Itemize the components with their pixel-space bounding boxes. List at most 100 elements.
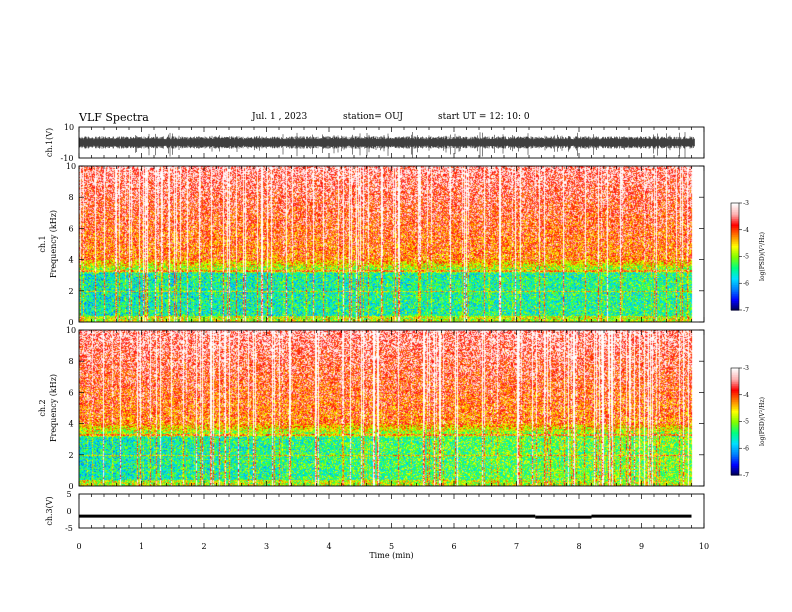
colorbar-swatch: [731, 451, 739, 455]
colorbar-swatch: [731, 206, 739, 209]
colorbar-swatch: [731, 435, 739, 439]
colorbar-swatch: [731, 242, 739, 245]
ch3-voltage-axis-label: ch.3(V): [45, 496, 54, 525]
colorbar-swatch: [731, 446, 739, 449]
colorbar-swatch: [731, 417, 739, 421]
colorbar-swatch: [731, 385, 739, 389]
colorbar-swatch: [731, 421, 739, 424]
colorbar-swatch: [731, 426, 739, 430]
time-axis-label: Time (min): [369, 551, 413, 560]
frequency-tick-label: 2: [68, 287, 73, 296]
figure-title: VLF Spectra: [79, 111, 149, 124]
ch1-spectrogram-panel: 0 2 4 6 8 10 ch.1 Frequency (kHz): [38, 162, 705, 327]
colorbar-swatch: [731, 283, 739, 286]
colorbar-swatch: [731, 373, 739, 376]
colorbar-swatch: [731, 403, 739, 407]
colorbar-swatch: [731, 279, 739, 283]
colorbar-swatch: [731, 394, 739, 398]
time-tick-label: 0: [76, 542, 81, 551]
colorbar-swatch: [731, 455, 739, 458]
colorbar-swatch: [731, 263, 739, 267]
colorbar-swatch: [731, 425, 739, 428]
ch2-spectrogram-panel: 0 2 4 6 8 10 ch.2 Frequency (kHz): [38, 326, 705, 491]
colorbar-swatch: [731, 244, 739, 247]
spectrogram-canvas: [79, 166, 704, 322]
colorbar-swatch: [731, 254, 739, 258]
colorbar-axis-label: log(PSD)(V²/Hz): [759, 397, 766, 446]
colorbar-swatch: [731, 204, 739, 208]
colorbar-swatch: [731, 392, 739, 396]
ch1-voltage-axis-label: ch.1(V): [45, 128, 54, 157]
colorbar-swatch: [731, 412, 739, 415]
colorbar-tick-label: -6: [743, 445, 749, 452]
frequency-tick-label: 10: [66, 162, 76, 171]
colorbar-swatch: [731, 288, 739, 291]
colorbar-swatch: [731, 441, 739, 444]
colorbar-swatch: [731, 304, 739, 308]
colorbar-swatch: [731, 251, 739, 254]
colorbar-swatch: [731, 306, 739, 309]
colorbar-swatch: [731, 382, 739, 385]
time-tick-label: 1: [139, 542, 144, 551]
colorbar-swatch: [731, 293, 739, 297]
colorbar-swatch: [731, 391, 739, 394]
colorbar-swatch: [731, 301, 739, 304]
colorbar-swatch: [731, 219, 739, 222]
colorbar-swatch: [731, 448, 739, 451]
time-tick-label: 3: [264, 542, 269, 551]
colorbar-swatch: [731, 268, 739, 272]
colorbar-swatch: [731, 285, 739, 288]
colorbar-swatch: [731, 473, 739, 476]
colorbar-swatch: [731, 437, 739, 440]
colorbar-tick-label: -6: [743, 280, 749, 287]
colorbar-swatch: [731, 295, 739, 299]
ch1-colorbar: -3 -4 -5 -6 -7 log(PSD)(V²/Hz): [730, 200, 766, 314]
colorbar-swatch: [731, 389, 739, 392]
colorbar-swatch: [731, 290, 739, 293]
colorbar-swatch: [731, 302, 739, 306]
colorbar-swatch: [731, 457, 739, 460]
colorbar-swatch: [731, 433, 739, 437]
ch1-waveform-panel: 10 -10 ch.1(V): [45, 123, 705, 163]
colorbar-swatch: [731, 281, 739, 284]
time-tick-label: 10: [699, 542, 709, 551]
colorbar-swatch: [731, 256, 739, 259]
frequency-tick-label: 6: [68, 224, 73, 233]
colorbar-swatch: [731, 450, 739, 453]
colorbar-swatch: [731, 245, 739, 249]
colorbar-axis-label: log(PSD)(V²/Hz): [759, 232, 766, 281]
colorbar-swatch: [731, 240, 739, 243]
frequency-axis-label: Frequency (kHz): [49, 210, 58, 278]
colorbar-swatch: [731, 292, 739, 295]
time-tick-label: 8: [576, 542, 581, 551]
colorbar-swatch: [731, 380, 739, 383]
frequency-tick-label: 10: [66, 326, 76, 335]
ch1-ytick-label: -10: [61, 154, 74, 163]
colorbar-tick-label: -4: [743, 392, 749, 399]
time-tick-label: 6: [451, 542, 456, 551]
colorbar-swatch: [731, 272, 739, 275]
colorbar-swatch: [731, 308, 739, 311]
colorbar-swatch: [731, 261, 739, 265]
colorbar-swatch: [731, 220, 739, 224]
colorbar-tick-label: -7: [743, 472, 749, 479]
colorbar-swatch: [731, 464, 739, 467]
frequency-tick-label: 6: [68, 388, 73, 397]
colorbar-swatch: [731, 400, 739, 403]
colorbar-swatch: [731, 469, 739, 473]
colorbar-swatch: [731, 466, 739, 469]
frequency-tick-label: 8: [68, 193, 73, 202]
colorbar-swatch: [731, 236, 739, 240]
colorbar-swatch: [731, 442, 739, 446]
colorbar-swatch: [731, 217, 739, 220]
spectrogram-image: [79, 330, 704, 486]
colorbar-swatch: [731, 227, 739, 231]
ch2-colorbar: -3 -4 -5 -6 -7 log(PSD)(V²/Hz): [730, 365, 766, 479]
colorbar-swatch: [731, 398, 739, 401]
frequency-tick-label: 4: [68, 420, 73, 429]
colorbar-swatch: [731, 238, 739, 242]
colorbar-swatch: [731, 462, 739, 465]
frequency-tick-label: 2: [68, 451, 73, 460]
channel-axis-label: ch.2: [38, 399, 47, 416]
